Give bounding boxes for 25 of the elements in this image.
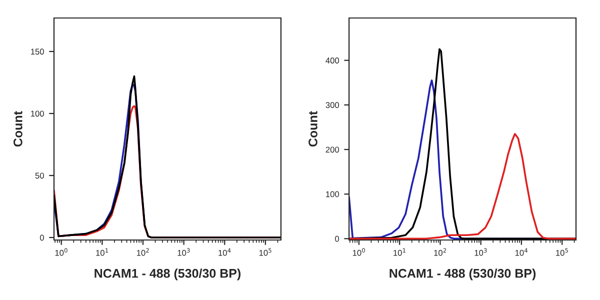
y-tick-label: 200	[326, 146, 339, 153]
x-tick-label: 10$^{2}$	[136, 248, 149, 256]
y-tick-label: 150	[31, 48, 44, 55]
x-tick-label: 10$^{1}$	[96, 248, 108, 256]
y-axis-title: Count	[14, 111, 22, 147]
y-tick-label: 400	[326, 58, 339, 64]
x-tick-label: 10$^{3}$	[474, 248, 487, 256]
x-tick-label: 10$^{1}$	[394, 248, 406, 256]
x-tick-label: 10$^{5}$	[556, 248, 568, 256]
y-tick-label: 100	[326, 191, 339, 198]
y-axis-title: Count	[308, 111, 318, 147]
x-tick-label: 10$^{0}$	[55, 248, 68, 256]
y-tick-label: 300	[326, 102, 339, 108]
y-tick-label: 50	[35, 172, 44, 179]
x-tick-label: 10$^{2}$	[434, 248, 446, 256]
x-tick-label: 10$^{4}$	[218, 248, 231, 256]
x-tick-label: 10$^{3}$	[178, 248, 190, 256]
y-tick-label: 100	[31, 110, 44, 117]
x-tick-label: 10$^{5}$	[259, 248, 272, 256]
x-axis-title: NCAM1 - 488 (530/30 BP)	[94, 268, 240, 280]
x-tick-label: 10$^{4}$	[515, 248, 528, 256]
y-tick-label: 0	[335, 236, 339, 242]
y-tick-label: 0	[40, 234, 44, 241]
x-axis-title: NCAM1 - 488 (530/30 BP)	[390, 268, 536, 280]
x-tick-label: 10$^{0}$	[352, 248, 365, 256]
